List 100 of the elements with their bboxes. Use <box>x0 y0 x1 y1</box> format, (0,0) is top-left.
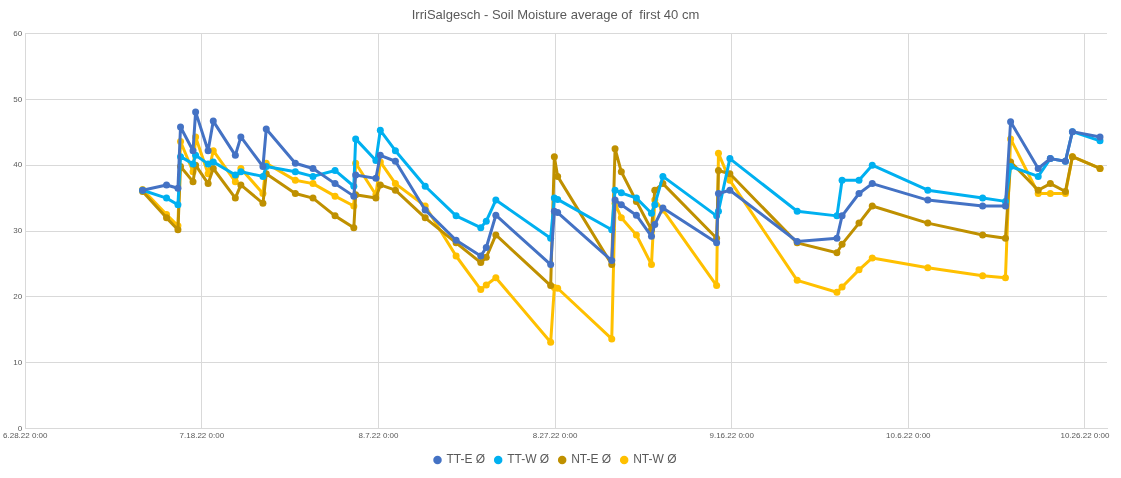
point <box>209 158 217 166</box>
point <box>309 194 317 202</box>
point <box>617 214 625 222</box>
point <box>855 189 863 197</box>
point <box>174 201 182 209</box>
point <box>550 153 558 161</box>
x-tick-label: 8.27.22 0:00 <box>532 431 578 441</box>
point <box>376 151 384 159</box>
point <box>391 147 399 155</box>
point <box>209 117 217 125</box>
point <box>833 234 841 242</box>
point <box>189 147 197 155</box>
point <box>868 202 876 210</box>
point <box>1096 133 1104 141</box>
x-tick-label: 10.26.22 0:00 <box>1060 431 1110 441</box>
point <box>793 207 801 215</box>
point <box>617 201 625 209</box>
point <box>868 254 876 262</box>
x-tick-label: 7.18.22 0:00 <box>179 431 225 441</box>
point <box>713 282 721 290</box>
point <box>632 231 640 239</box>
point <box>331 192 339 200</box>
point <box>204 147 212 155</box>
point <box>554 284 562 292</box>
y-tick-label: 60 <box>13 28 23 38</box>
point <box>726 176 734 184</box>
chart-title: IrriSalgesch - Soil Moisture average of first 40 cm <box>411 7 700 23</box>
point <box>714 189 722 197</box>
point <box>713 239 721 247</box>
point <box>477 286 485 294</box>
point <box>547 338 555 346</box>
point <box>482 217 490 225</box>
point <box>189 178 197 186</box>
point <box>231 194 239 202</box>
point <box>331 180 339 188</box>
point <box>259 199 267 207</box>
point <box>714 149 722 157</box>
point <box>868 161 876 169</box>
point <box>421 182 429 190</box>
point <box>309 180 317 188</box>
point <box>262 125 270 133</box>
point <box>331 166 339 174</box>
point <box>309 164 317 172</box>
point <box>838 176 846 184</box>
point <box>855 219 863 227</box>
point <box>924 186 932 194</box>
point <box>1001 274 1009 282</box>
point <box>611 186 619 194</box>
point <box>924 219 932 227</box>
y-tick-label: 0 <box>17 423 23 433</box>
point <box>352 171 360 179</box>
point <box>1034 186 1042 194</box>
point <box>1007 118 1015 126</box>
point <box>838 212 846 220</box>
point <box>1001 234 1009 242</box>
point <box>1046 189 1054 197</box>
point <box>174 226 182 234</box>
point <box>421 206 429 214</box>
point <box>855 176 863 184</box>
point <box>376 181 384 189</box>
point <box>855 266 863 274</box>
point <box>391 180 399 188</box>
point <box>421 214 429 222</box>
point <box>482 243 490 251</box>
point <box>492 196 500 204</box>
x-tick-label: 10.6.22 0:00 <box>886 431 932 441</box>
point <box>231 171 239 179</box>
point <box>726 186 734 194</box>
point <box>833 288 841 296</box>
point <box>163 181 171 189</box>
point <box>237 181 245 189</box>
point <box>237 168 245 176</box>
point <box>1034 172 1042 180</box>
y-tick-label: 40 <box>13 160 23 170</box>
point <box>979 202 987 210</box>
point <box>492 211 500 219</box>
point <box>391 157 399 165</box>
point <box>352 135 360 143</box>
point <box>204 180 212 188</box>
point <box>647 261 655 269</box>
point <box>291 159 299 167</box>
point <box>554 195 562 203</box>
point <box>554 172 562 180</box>
point <box>714 166 722 174</box>
point <box>372 174 380 182</box>
point <box>617 168 625 176</box>
point <box>291 189 299 197</box>
point <box>492 231 500 239</box>
point <box>209 164 217 172</box>
point <box>237 133 245 141</box>
point <box>482 253 490 261</box>
point <box>554 209 562 217</box>
point <box>291 168 299 176</box>
point <box>632 211 640 219</box>
point <box>1034 164 1042 172</box>
point <box>231 178 239 186</box>
point <box>726 155 734 163</box>
point <box>647 232 655 240</box>
point <box>979 272 987 280</box>
point <box>608 335 616 343</box>
